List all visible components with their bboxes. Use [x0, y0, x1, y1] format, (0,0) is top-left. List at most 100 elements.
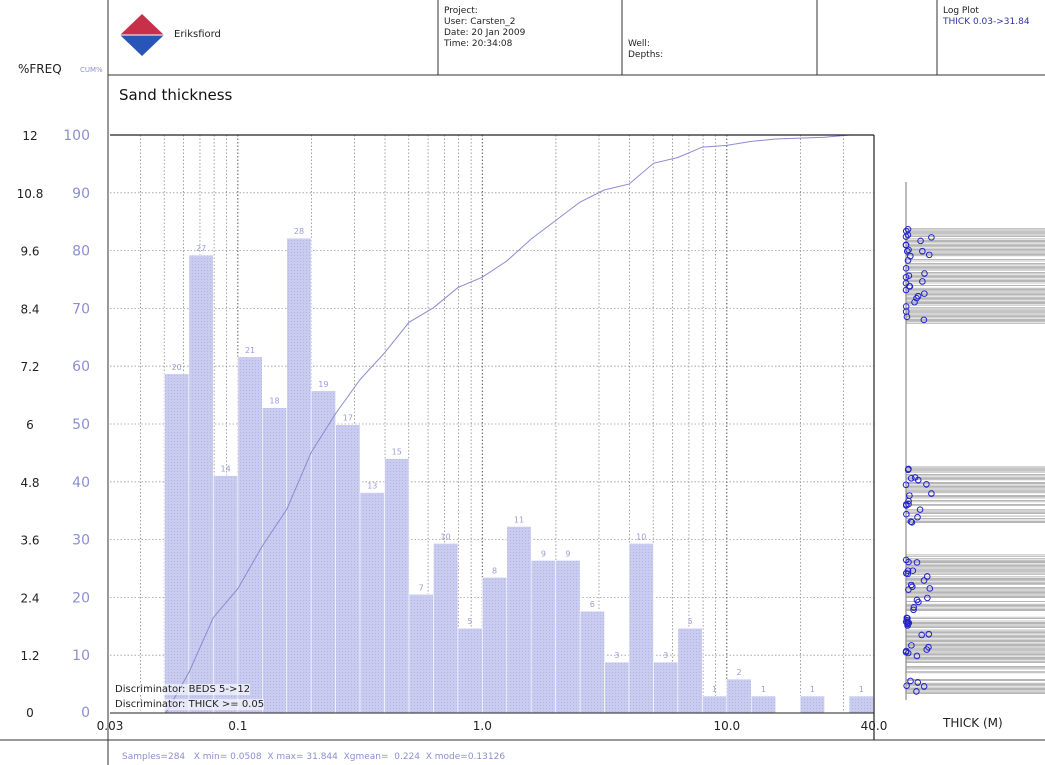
project-info: Project: User: Carsten_2 Date: 20 Jan 20… [444, 6, 525, 50]
y-freq-tick-label: 4.8 [20, 476, 39, 490]
log-track-point [920, 683, 928, 690]
time-line: Time: 20:34:08 [444, 39, 513, 49]
histogram-bar [408, 593, 434, 714]
log-track-point [928, 490, 935, 497]
bar-count-label: 6 [590, 600, 595, 609]
histogram-bar [164, 373, 190, 714]
bar-count-label: 2 [736, 668, 741, 677]
y-freq-tick-label: 12 [22, 129, 37, 143]
well-line: Well: [628, 39, 650, 49]
bar-count-label: 11 [514, 515, 524, 524]
x-tick-label: 1.0 [473, 719, 492, 733]
log-track-point [923, 481, 930, 488]
histogram-bar [286, 237, 312, 714]
company-logo [120, 14, 164, 56]
bar-count-label: 1 [859, 685, 864, 694]
log-track-point [924, 594, 931, 602]
x-tick-label: 0.1 [228, 719, 247, 733]
y-freq-tick-label: 0 [26, 706, 34, 720]
y-cum-tick-label: 50 [72, 417, 90, 433]
y-cum-tick-label: 40 [72, 475, 90, 491]
company-name: Eriksfiord [174, 29, 221, 40]
histogram-bar [750, 695, 777, 714]
log-track-point [905, 465, 912, 473]
histogram-bar [335, 424, 361, 714]
user-line: User: Carsten_2 [444, 17, 516, 27]
histogram-bar [213, 475, 239, 714]
y-cum-tick-label: 90 [72, 186, 90, 202]
bar-count-label: 3 [614, 651, 619, 660]
stats-line: Samples=284 X min= 0.0508 X max= 31.844 … [122, 752, 506, 762]
freq-axis-label: %FREQ [18, 62, 62, 76]
log-track-point [925, 643, 932, 651]
bar-count-label: 10 [636, 532, 646, 541]
histogram-bar [457, 627, 483, 714]
histogram-bar [384, 458, 410, 714]
log-track-point [902, 481, 910, 489]
y-freq-tick-label: 1.2 [20, 649, 39, 663]
histogram-bar [799, 695, 825, 714]
project-line: Project: [444, 6, 478, 16]
histogram-bar [555, 560, 581, 714]
bar-count-label: 10 [441, 532, 451, 541]
bar-count-label: 28 [294, 227, 304, 236]
bar-count-label: 21 [245, 346, 255, 355]
log-track-point [920, 577, 928, 584]
bar-count-label: 5 [468, 617, 473, 626]
log-track-point [919, 278, 926, 285]
x-tick-label: 0.03 [97, 719, 124, 733]
histogram-bar [848, 695, 874, 714]
log-track-point [903, 510, 910, 518]
bar-count-label: 19 [318, 380, 328, 389]
log-track-point [902, 647, 910, 655]
histogram-bar [726, 678, 752, 714]
histogram-bar [628, 543, 654, 714]
histogram-bar [261, 407, 288, 714]
log-track-point [915, 598, 922, 606]
log-track-point [905, 586, 912, 594]
log-track-point [905, 272, 913, 279]
discriminator-beds: Discriminator: BEDS 5->12 [115, 684, 251, 695]
log-track-point [913, 652, 921, 660]
y-cum-tick-label: 100 [63, 128, 90, 144]
histogram-bar [188, 254, 214, 714]
well-info: Well: Depths: [628, 39, 663, 61]
log-track-point [902, 241, 910, 249]
log-track-point [905, 497, 912, 505]
log-track-point [905, 619, 913, 627]
bar-count-label: 20 [172, 363, 182, 372]
bar-count-label: 8 [492, 566, 497, 575]
log-track-point [903, 247, 911, 255]
log-track-point [928, 234, 935, 241]
histogram-bar [506, 526, 532, 714]
bar-count-label: 13 [367, 482, 377, 491]
x-tick-label: 10.0 [713, 719, 740, 733]
y-cum-tick-label: 0 [81, 705, 90, 721]
log-track-point [911, 298, 918, 306]
log-track-point [902, 265, 910, 272]
histogram-bar [433, 543, 459, 714]
bar-count-label: 17 [343, 414, 353, 423]
histogram-bar [237, 356, 263, 714]
log-plot-info: Log Plot THICK 0.03->31.84 [943, 6, 1030, 28]
y-cum-tick-label: 60 [72, 359, 90, 375]
log-track-point [907, 475, 915, 482]
log-track-point [907, 518, 915, 525]
bar-count-label: 1 [810, 685, 815, 694]
bar-count-label: 18 [269, 397, 279, 406]
log-track-point [907, 581, 915, 589]
log-track-point [925, 251, 933, 259]
y-freq-tick-label: 2.4 [20, 591, 39, 605]
bar-count-label: 1 [761, 685, 766, 694]
log-track-point [914, 476, 922, 484]
log-track-point [918, 631, 925, 639]
chart-title: Sand thickness [119, 86, 233, 104]
log-track-point [917, 237, 924, 245]
log-track-point [926, 585, 934, 592]
bar-count-label: 5 [688, 617, 693, 626]
bar-count-label: 7 [419, 583, 424, 592]
y-freq-tick-label: 7.2 [20, 360, 39, 374]
y-freq-tick-label: 3.6 [20, 534, 39, 548]
log-track-point [904, 231, 912, 239]
